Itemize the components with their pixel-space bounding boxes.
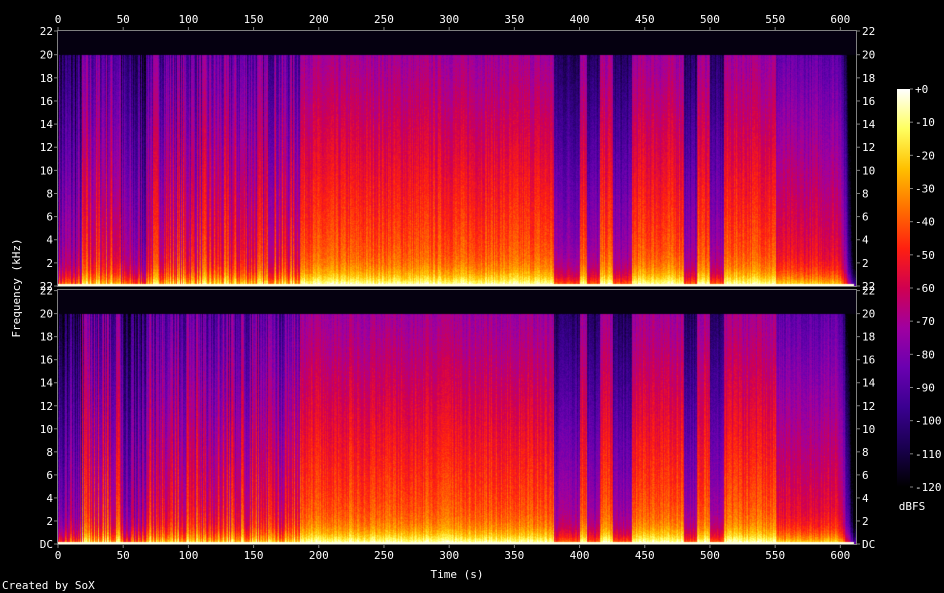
y-tick-label-right: 22 bbox=[862, 25, 875, 38]
x-tick-label-top: 250 bbox=[374, 13, 394, 26]
x-tick-label-bottom: 200 bbox=[309, 549, 329, 562]
y-tick-label-left: 8 bbox=[46, 187, 53, 200]
x-tick-label-top: 100 bbox=[178, 13, 198, 26]
y-tick-label-right: 8 bbox=[862, 446, 869, 459]
y-tick-label-left: 22 bbox=[40, 285, 53, 298]
y-tick-label-right: 10 bbox=[862, 164, 875, 177]
x-tick-label-top: 0 bbox=[55, 13, 62, 26]
x-tick-label-bottom: 100 bbox=[178, 549, 198, 562]
colorbar-tick-label: +0 bbox=[915, 83, 928, 96]
colorbar-tick-label: -110 bbox=[915, 448, 942, 461]
y-tick-label-right: 8 bbox=[862, 187, 869, 200]
colorbar-tick-label: -80 bbox=[915, 348, 935, 361]
x-tick-label-top: 600 bbox=[830, 13, 850, 26]
x-tick-label-bottom: 300 bbox=[439, 549, 459, 562]
colorbar-tick-label: -20 bbox=[915, 149, 935, 162]
x-tick-label-bottom: 550 bbox=[765, 549, 785, 562]
y-tick-label-left: 14 bbox=[40, 118, 54, 131]
y-tick-label-right: 4 bbox=[862, 234, 869, 247]
y-tick-label-left: 6 bbox=[46, 469, 53, 482]
y-tick-label-right: 14 bbox=[862, 377, 876, 390]
y-tick-label-left: 22 bbox=[40, 25, 53, 38]
colorbar-tick-label: -10 bbox=[915, 116, 935, 129]
y-tick-label-right: 2 bbox=[862, 515, 869, 528]
y-tick-label-right: 2 bbox=[862, 257, 869, 270]
y-tick-label-left: 16 bbox=[40, 354, 53, 367]
colorbar-tick-label: -40 bbox=[915, 216, 935, 229]
x-tick-label-bottom: 600 bbox=[830, 549, 850, 562]
y-tick-label-left: 4 bbox=[46, 492, 53, 505]
x-tick-label-bottom: 500 bbox=[700, 549, 720, 562]
x-tick-label-top: 200 bbox=[309, 13, 329, 26]
x-tick-label-top: 400 bbox=[570, 13, 590, 26]
y-tick-label-right: 22 bbox=[862, 280, 875, 293]
y-tick-label-left: 12 bbox=[40, 141, 53, 154]
y-tick-label-right: 22 bbox=[862, 285, 875, 298]
y-tick-label-left: 10 bbox=[40, 164, 53, 177]
colorbar-tick-label: -60 bbox=[915, 282, 935, 295]
y-tick-label-left: 22 bbox=[40, 280, 53, 293]
colorbar-gradient bbox=[897, 89, 910, 487]
y-tick-label-right: 12 bbox=[862, 400, 875, 413]
x-tick-label-bottom: 250 bbox=[374, 549, 394, 562]
y-tick-label-right: 10 bbox=[862, 423, 875, 436]
y-tick-label-left: 4 bbox=[46, 234, 53, 247]
x-tick-label-bottom: 400 bbox=[570, 549, 590, 562]
spectrogram-channel-2 bbox=[58, 290, 856, 544]
x-tick-label-bottom: 450 bbox=[635, 549, 655, 562]
y-tick-label-left: DC bbox=[40, 538, 53, 551]
y-tick-label-left: 2 bbox=[46, 515, 53, 528]
y-tick-label-right: 14 bbox=[862, 118, 876, 131]
colorbar-label: dBFS bbox=[899, 500, 926, 513]
colorbar-tick-label: -50 bbox=[915, 249, 935, 262]
credit-text: Created by SoX bbox=[2, 579, 95, 592]
x-tick-label-top: 550 bbox=[765, 13, 785, 26]
y-tick-label-left: 2 bbox=[46, 257, 53, 270]
colorbar: +0 -10 -20 -30 -40 -50 -60 -70 -80 -90 -100 -110 -12… bbox=[897, 83, 942, 494]
y-tick-label-right: 6 bbox=[862, 469, 869, 482]
x-tick-label-top: 300 bbox=[439, 13, 459, 26]
y-tick-label-right: 18 bbox=[862, 331, 875, 344]
y-tick-label-left: 10 bbox=[40, 423, 53, 436]
x-tick-label-bottom: 350 bbox=[504, 549, 524, 562]
y-tick-label-right: 6 bbox=[862, 211, 869, 224]
x-tick-label-top: 50 bbox=[117, 13, 130, 26]
x-axis-label: Time (s) bbox=[431, 568, 484, 581]
y-tick-label-left: 6 bbox=[46, 211, 53, 224]
colorbar-tick-label: -90 bbox=[915, 382, 935, 395]
y-tick-label-right: 16 bbox=[862, 354, 875, 367]
y-tick-label-right: 18 bbox=[862, 72, 875, 85]
x-tick-label-bottom: 0 bbox=[55, 549, 62, 562]
x-tick-label-top: 450 bbox=[635, 13, 655, 26]
y-tick-label-right: 16 bbox=[862, 95, 875, 108]
y-tick-label-left: 18 bbox=[40, 72, 53, 85]
spectrogram-channel-1 bbox=[58, 31, 856, 286]
y-axis-label: Frequency (kHz) bbox=[10, 238, 23, 337]
y-tick-label-right: DC bbox=[862, 538, 875, 551]
y-tick-label-right: 12 bbox=[862, 141, 875, 154]
panel-frame bbox=[57, 30, 857, 287]
y-tick-label-left: 18 bbox=[40, 331, 53, 344]
x-tick-label-bottom: 50 bbox=[117, 549, 130, 562]
x-tick-label-bottom: 150 bbox=[244, 549, 264, 562]
x-tick-label-top: 500 bbox=[700, 13, 720, 26]
y-tick-label-left: 20 bbox=[40, 49, 53, 62]
y-tick-label-left: 8 bbox=[46, 446, 53, 459]
panel-frame bbox=[57, 289, 857, 545]
y-tick-label-left: 12 bbox=[40, 400, 53, 413]
colorbar-tick-label: -120 bbox=[915, 481, 942, 494]
y-tick-label-right: 20 bbox=[862, 49, 875, 62]
x-tick-label-top: 150 bbox=[244, 13, 264, 26]
colorbar-tick-label: -70 bbox=[915, 315, 935, 328]
y-tick-label-left: 14 bbox=[40, 377, 54, 390]
y-tick-label-right: 4 bbox=[862, 492, 869, 505]
x-tick-label-top: 350 bbox=[504, 13, 524, 26]
y-tick-label-left: 20 bbox=[40, 308, 53, 321]
colorbar-tick-label: -100 bbox=[915, 415, 942, 428]
colorbar-tick-label: -30 bbox=[915, 183, 935, 196]
y-tick-label-right: 20 bbox=[862, 308, 875, 321]
y-tick-label-left: 16 bbox=[40, 95, 53, 108]
